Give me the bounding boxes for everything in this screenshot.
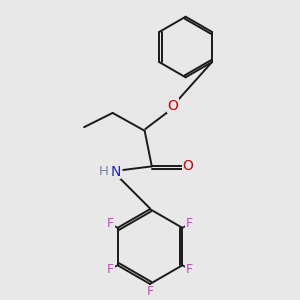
Text: O: O: [168, 99, 178, 113]
Text: F: F: [107, 263, 114, 276]
Text: F: F: [186, 263, 193, 276]
Text: O: O: [183, 159, 194, 173]
Text: N: N: [110, 165, 121, 179]
Text: F: F: [107, 218, 114, 230]
Text: F: F: [186, 218, 193, 230]
Text: F: F: [146, 285, 154, 298]
Text: H: H: [99, 164, 109, 178]
